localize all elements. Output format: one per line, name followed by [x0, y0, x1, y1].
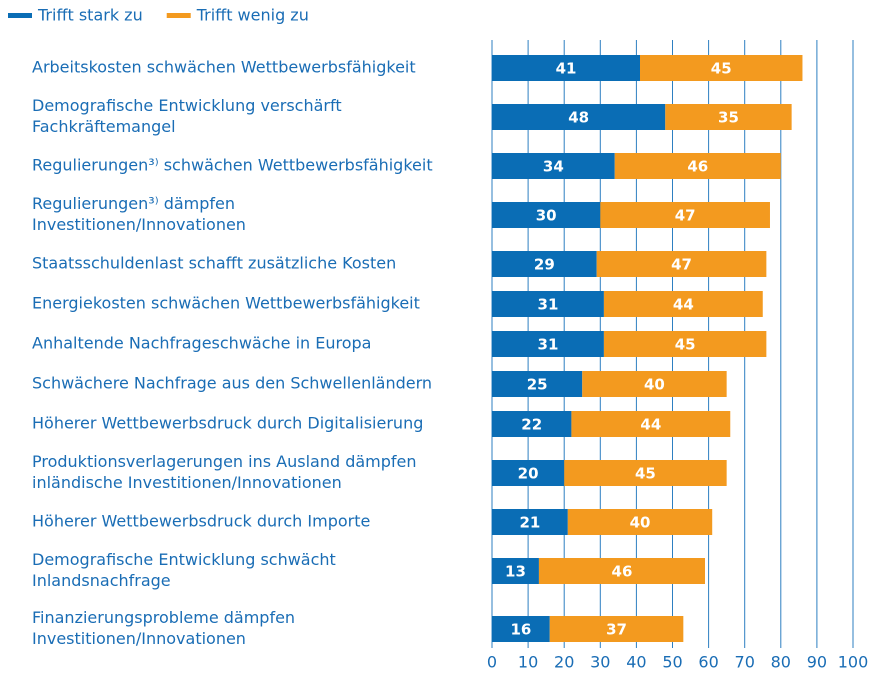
- category-label: Investitionen/Innovationen: [32, 215, 246, 234]
- x-tick-label: 60: [698, 653, 718, 672]
- category-label: Energiekosten schwächen Wettbewerbsfähig…: [32, 294, 420, 313]
- value-label: 45: [711, 60, 732, 78]
- x-tick-label: 50: [662, 653, 682, 672]
- bar: [614, 153, 781, 179]
- value-label: 20: [518, 465, 539, 483]
- bar: [600, 202, 770, 228]
- x-tick-label: 90: [807, 653, 827, 672]
- legend-swatch: [166, 13, 191, 18]
- bar: [665, 104, 792, 130]
- bar: [492, 104, 666, 130]
- category-label: Demografische Entwicklung schwächt: [32, 550, 336, 569]
- x-tick-label: 80: [771, 653, 791, 672]
- legend-label: Trifft wenig zu: [196, 6, 309, 25]
- value-label: 37: [606, 621, 627, 639]
- value-label: 47: [675, 207, 696, 225]
- bar: [571, 411, 731, 437]
- x-tick-label: 20: [554, 653, 574, 672]
- bar: [492, 153, 615, 179]
- value-label: 35: [718, 109, 739, 127]
- category-label: Fachkräftemangel: [32, 117, 176, 136]
- bar: [492, 202, 601, 228]
- value-label: 31: [538, 336, 559, 354]
- value-label: 25: [527, 376, 548, 394]
- bar: [640, 55, 803, 81]
- value-label: 31: [538, 296, 559, 314]
- value-label: 44: [640, 416, 661, 434]
- value-label: 21: [519, 514, 540, 532]
- bar: [492, 460, 565, 486]
- bar: [567, 509, 713, 535]
- legend-swatch: [8, 13, 32, 18]
- bar: [564, 460, 727, 486]
- value-label: 29: [534, 256, 555, 274]
- bar: [538, 558, 705, 584]
- bar: [492, 616, 550, 642]
- bar: [603, 291, 763, 317]
- legend-label: Trifft stark zu: [37, 6, 143, 25]
- value-label: 46: [687, 158, 708, 176]
- category-label: Regulierungen³⁾ schwächen Wettbewerbsfäh…: [32, 156, 433, 175]
- category-label: Arbeitskosten schwächen Wettbewerbsfähig…: [32, 58, 416, 77]
- category-label: Staatsschuldenlast schafft zusätzliche K…: [32, 254, 396, 273]
- value-label: 45: [675, 336, 696, 354]
- category-label: Produktionsverlagerungen ins Ausland däm…: [32, 452, 417, 471]
- value-label: 13: [505, 563, 526, 581]
- value-label: 16: [510, 621, 531, 639]
- x-tick-label: 40: [626, 653, 646, 672]
- bar: [492, 331, 604, 357]
- bar: [549, 616, 684, 642]
- bar: [492, 55, 641, 81]
- bar: [492, 509, 568, 535]
- value-label: 45: [635, 465, 656, 483]
- value-label: 40: [644, 376, 665, 394]
- bar: [596, 251, 767, 277]
- value-label: 46: [612, 563, 633, 581]
- category-label: Investitionen/Innovationen: [32, 629, 246, 648]
- x-tick-label: 0: [487, 653, 497, 672]
- value-label: 41: [556, 60, 577, 78]
- category-label: Anhaltende Nachfrageschwäche in Europa: [32, 334, 371, 353]
- value-label: 48: [568, 109, 589, 127]
- value-label: 34: [543, 158, 564, 176]
- bar: [492, 291, 604, 317]
- category-label: Regulierungen³⁾ dämpfen: [32, 194, 235, 213]
- category-label: Höherer Wettbewerbsdruck durch Importe: [32, 512, 370, 531]
- bar: [492, 558, 539, 584]
- bar: [492, 411, 572, 437]
- category-label: Finanzierungsprobleme dämpfen: [32, 608, 295, 627]
- bar: [492, 251, 597, 277]
- value-label: 22: [521, 416, 542, 434]
- category-label: inländische Investitionen/Innovationen: [32, 473, 342, 492]
- x-tick-label: 10: [518, 653, 538, 672]
- x-tick-label: 70: [735, 653, 755, 672]
- bar: [492, 371, 583, 397]
- value-label: 30: [536, 207, 557, 225]
- x-tick-label: 30: [590, 653, 610, 672]
- category-label: Inlandsnachfrage: [32, 571, 171, 590]
- value-label: 40: [630, 514, 651, 532]
- value-label: 47: [671, 256, 692, 274]
- x-tick-label: 100: [838, 653, 869, 672]
- bar: [582, 371, 727, 397]
- value-label: 44: [673, 296, 694, 314]
- category-label: Höherer Wettbewerbsdruck durch Digitalis…: [32, 414, 423, 433]
- category-label: Schwächere Nachfrage aus den Schwellenlä…: [32, 374, 432, 393]
- category-label: Demografische Entwicklung verschärft: [32, 96, 342, 115]
- bar: [603, 331, 767, 357]
